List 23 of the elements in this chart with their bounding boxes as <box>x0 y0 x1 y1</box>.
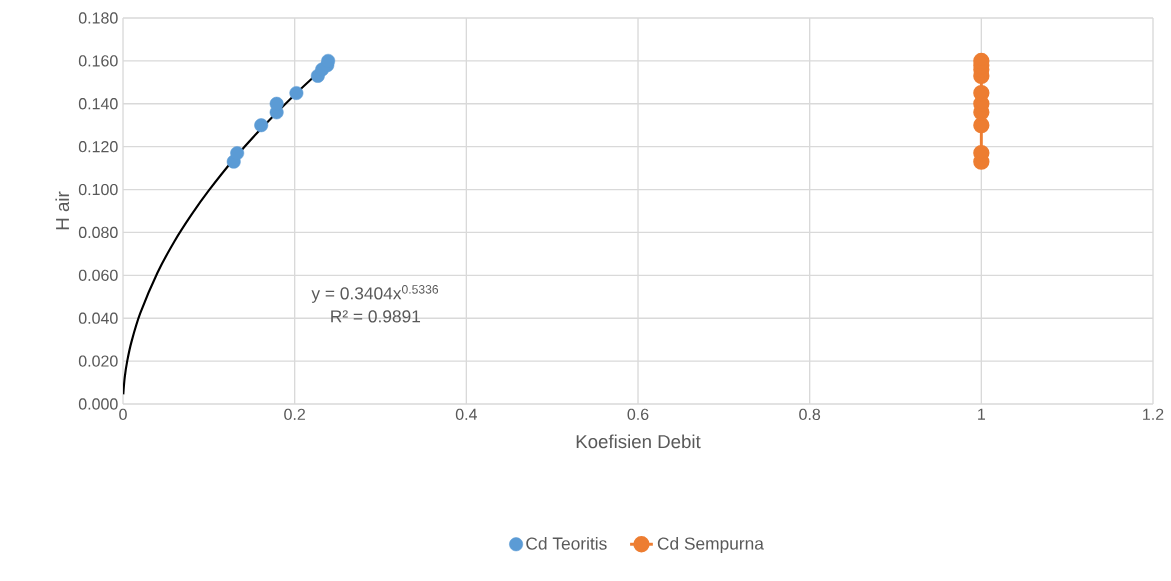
x-tick-label: 0.6 <box>627 408 649 421</box>
y-tick-label: 0.100 <box>78 183 118 196</box>
x-tick-label: 0.4 <box>455 408 477 421</box>
y-tick-label: 0.060 <box>78 269 118 281</box>
y-tick-label: 0.040 <box>78 312 118 324</box>
x-tick-label: 1.2 <box>1143 408 1164 420</box>
y-tick-label: 0.020 <box>78 355 118 367</box>
x-tick-label: 0.8 <box>799 408 821 421</box>
annotation: y = 0.3404x$^{0.5336}$ <box>311 285 439 303</box>
y-tick-label: 0.180 <box>78 12 118 24</box>
y-tick-label: 0.140 <box>78 98 118 110</box>
legend-label: Cd Teoritis <box>526 536 607 550</box>
x-tick-label: 1 <box>978 408 985 420</box>
annotation: R² = 0.9891 <box>331 310 421 323</box>
y-tick-label: 0.000 <box>78 398 118 410</box>
x-tick-label: 0 <box>119 408 127 421</box>
legend-label: Cd Sempurna <box>657 536 764 554</box>
x-axis-title: Koefisien Debit <box>576 434 701 449</box>
x-tick-label: 0.2 <box>284 408 305 421</box>
y-tick-label: 0.160 <box>78 55 118 67</box>
y-tick-label: 0.080 <box>78 226 118 239</box>
y-axis-title: H air <box>55 191 70 230</box>
y-tick-label: 0.120 <box>78 141 118 153</box>
